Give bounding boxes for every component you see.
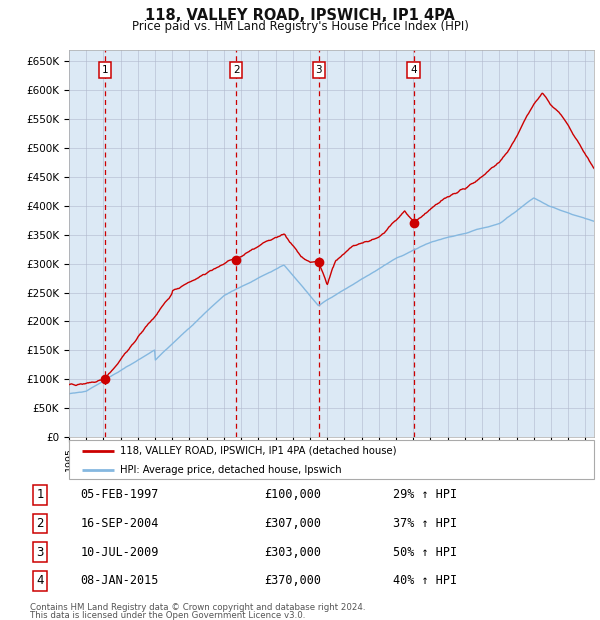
Text: £303,000: £303,000: [265, 546, 322, 559]
FancyBboxPatch shape: [69, 440, 594, 479]
Text: 3: 3: [316, 65, 322, 75]
Text: Price paid vs. HM Land Registry's House Price Index (HPI): Price paid vs. HM Land Registry's House …: [131, 20, 469, 33]
Text: 16-SEP-2004: 16-SEP-2004: [80, 517, 158, 530]
Text: 29% ↑ HPI: 29% ↑ HPI: [392, 489, 457, 502]
Text: 1: 1: [36, 489, 44, 502]
Text: 1: 1: [101, 65, 108, 75]
Text: 2: 2: [233, 65, 239, 75]
Text: 3: 3: [37, 546, 44, 559]
Text: 37% ↑ HPI: 37% ↑ HPI: [392, 517, 457, 530]
Text: This data is licensed under the Open Government Licence v3.0.: This data is licensed under the Open Gov…: [30, 611, 305, 620]
Text: HPI: Average price, detached house, Ipswich: HPI: Average price, detached house, Ipsw…: [121, 465, 342, 475]
Text: 50% ↑ HPI: 50% ↑ HPI: [392, 546, 457, 559]
Text: £370,000: £370,000: [265, 574, 322, 587]
Text: 118, VALLEY ROAD, IPSWICH, IP1 4PA (detached house): 118, VALLEY ROAD, IPSWICH, IP1 4PA (deta…: [121, 446, 397, 456]
Text: 4: 4: [410, 65, 417, 75]
Text: 118, VALLEY ROAD, IPSWICH, IP1 4PA: 118, VALLEY ROAD, IPSWICH, IP1 4PA: [145, 8, 455, 23]
Text: £100,000: £100,000: [265, 489, 322, 502]
Text: 4: 4: [36, 574, 44, 587]
Text: 05-FEB-1997: 05-FEB-1997: [80, 489, 158, 502]
Text: £307,000: £307,000: [265, 517, 322, 530]
Text: 10-JUL-2009: 10-JUL-2009: [80, 546, 158, 559]
Text: 2: 2: [36, 517, 44, 530]
Text: 08-JAN-2015: 08-JAN-2015: [80, 574, 158, 587]
Text: 40% ↑ HPI: 40% ↑ HPI: [392, 574, 457, 587]
Text: Contains HM Land Registry data © Crown copyright and database right 2024.: Contains HM Land Registry data © Crown c…: [30, 603, 365, 612]
